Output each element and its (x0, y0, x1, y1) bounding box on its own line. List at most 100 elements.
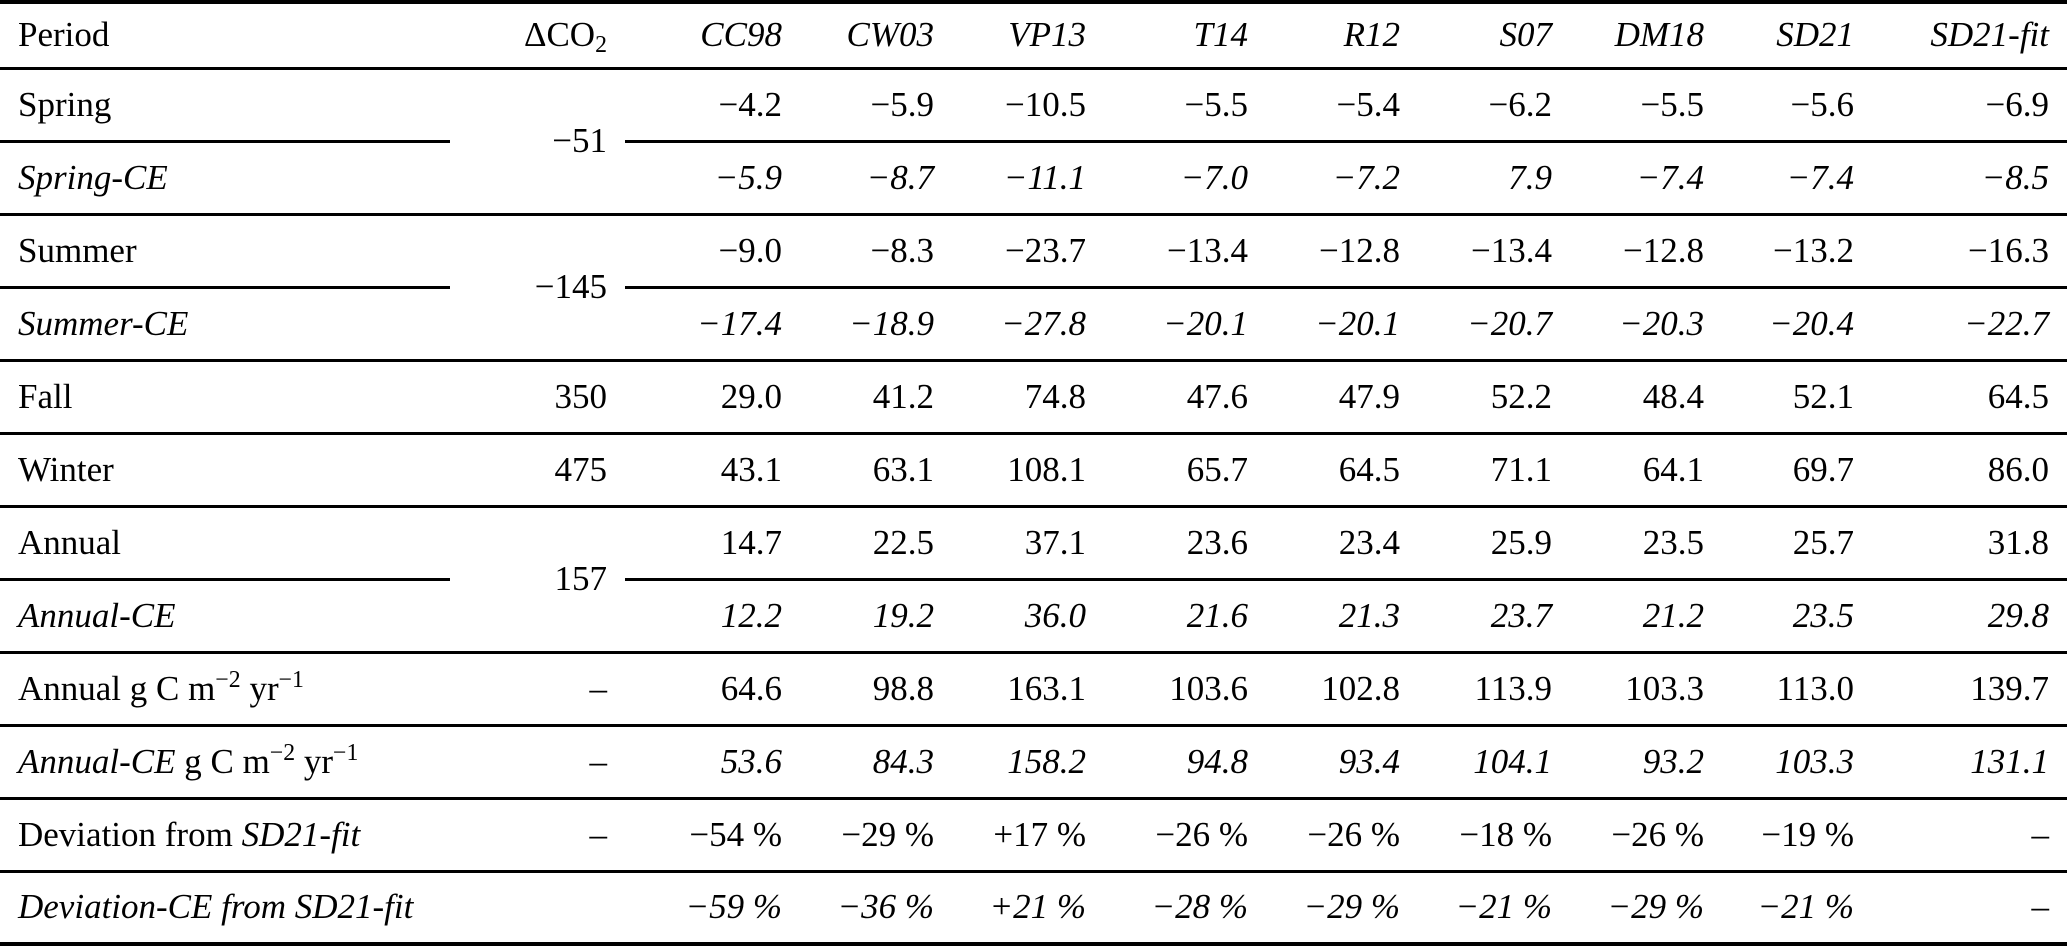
table-cell-dco2: – (450, 798, 625, 873)
table-row-spring: Spring −51 −4.2 −5.9 −10.5 −5.5 −5.4 −6.… (0, 68, 2067, 216)
unit-text: yr (240, 668, 279, 708)
table-cell: 23.4 (1266, 506, 1418, 581)
table-cell: 21.2 (1570, 579, 1722, 654)
table-cell: 84.3 (800, 725, 952, 800)
table-cell: −36 % (837, 887, 934, 927)
table-cell: −28 % (1151, 887, 1248, 927)
table-cell: 63.1 (800, 433, 952, 508)
table-cell: 139.7 (1872, 652, 2067, 727)
column-header-sd21-fit: SD21-fit (1872, 2, 2067, 70)
table-cell: −23.7 (952, 214, 1104, 289)
table-cell: 86.0 (1872, 433, 2067, 508)
row-label: Deviation from SD21-fit (0, 798, 450, 873)
unit-superscript: −2 (269, 739, 296, 766)
table-cell: 64.5 (1872, 360, 2067, 435)
table-cell: −10.5 (952, 68, 1104, 143)
table-cell: 41.2 (800, 360, 952, 435)
table-cell: −19 % (1722, 798, 1872, 873)
row-label-text: Annual-CE (18, 741, 176, 781)
table-cell: −17.4 (625, 287, 800, 362)
table-cell: 47.6 (1104, 360, 1266, 435)
table-row-fall: Fall 350 29.0 41.2 74.8 47.6 47.9 52.2 4… (0, 360, 2067, 435)
table-cell: −7.2 (1266, 141, 1418, 216)
table-cell: 103.3 (1722, 725, 1872, 800)
table-cell: −29 % (1303, 887, 1400, 927)
row-label: Annual-CE g C m−2 yr−1 (0, 725, 450, 800)
table-cell: −6.2 (1418, 68, 1570, 143)
row-label-text: Deviation from (18, 814, 242, 854)
row-label: Winter (0, 433, 450, 508)
table-cell: −20.1 (1104, 287, 1266, 362)
column-header-sd21: SD21 (1722, 2, 1872, 70)
table-cell: 23.7 (1418, 579, 1570, 654)
table-cell: −26 % (1104, 798, 1266, 873)
table-cell: −7.4 (1722, 141, 1872, 216)
table-cell-dco2: – (450, 725, 625, 800)
column-header-dm18: DM18 (1570, 2, 1722, 70)
table-cell: −9.0 (625, 214, 800, 289)
row-label: Spring-CE (0, 141, 450, 216)
table-cell: −29 % (800, 798, 952, 873)
table-row-annual-flux: Annual g C m−2 yr−1 – 64.6 98.8 163.1 10… (0, 652, 2067, 727)
table-header-row: Period ΔCO2 CC98 CW03 VP13 T14 R12 S07 D… (0, 2, 2067, 70)
table-cell: 74.8 (952, 360, 1104, 435)
row-label: Annual (0, 506, 450, 581)
table-cell: 31.8 (1872, 506, 2067, 581)
table-row-winter: Winter 475 43.1 63.1 108.1 65.7 64.5 71.… (0, 433, 2067, 508)
unit-superscript: −2 (215, 666, 241, 693)
table-cell: −8.5 (1872, 141, 2067, 216)
table-cell-dco2: −51 (450, 68, 625, 216)
table-cell: −7.4 (1570, 141, 1722, 216)
table-cell: −12.8 (1570, 214, 1722, 289)
table-cell: 53.6 (625, 725, 800, 800)
row-label: Annual-CE (0, 579, 450, 654)
column-header-delta-co2: ΔCO2 (450, 2, 625, 70)
table-cell: −5.4 (1266, 68, 1418, 143)
table-row-annual-ce-flux: Annual-CE g C m−2 yr−1 – 53.6 84.3 158.2… (0, 725, 2067, 800)
table-cell: −22.7 (1872, 287, 2067, 362)
table-cell: 47.9 (1266, 360, 1418, 435)
table-cell: −5.5 (1104, 68, 1266, 143)
table-cell: +17 % (952, 798, 1104, 873)
table-cell: −13.4 (1418, 214, 1570, 289)
table-cell: −20.3 (1570, 287, 1722, 362)
table-cell: −12.8 (1266, 214, 1418, 289)
column-header-cw03: CW03 (800, 2, 952, 70)
unit-superscript: −1 (278, 666, 304, 693)
table-cell: – (1872, 798, 2067, 873)
table-cell: 52.1 (1722, 360, 1872, 435)
table-cell: 158.2 (952, 725, 1104, 800)
table-cell: 64.5 (1266, 433, 1418, 508)
table-row-deviation-ce: Deviation-CE from SD21-fit −59 % −36 % +… (0, 871, 2067, 944)
table-row-summer-ce: Summer-CE −17.4 −18.9 −27.8 −20.1 −20.1 … (0, 287, 2067, 362)
column-header-cc98: CC98 (625, 2, 800, 70)
table-cell: 23.5 (1570, 506, 1722, 581)
table-cell: 29.8 (1872, 579, 2067, 654)
table-cell: 98.8 (800, 652, 952, 727)
table-cell: 131.1 (1872, 725, 2067, 800)
table-cell: −20.7 (1418, 287, 1570, 362)
row-label: Fall (0, 360, 450, 435)
column-header-s07: S07 (1418, 2, 1570, 70)
table-cell: 71.1 (1418, 433, 1570, 508)
table-cell: 65.7 (1104, 433, 1266, 508)
table-cell: −20.1 (1266, 287, 1418, 362)
table-row-deviation: Deviation from SD21-fit – −54 % −29 % +1… (0, 798, 2067, 873)
table-cell: −4.2 (625, 68, 800, 143)
table-cell: 29.0 (625, 360, 800, 435)
table-cell: −18 % (1418, 798, 1570, 873)
table-cell-dco2: 475 (450, 433, 625, 508)
table-cell: 19.2 (800, 579, 952, 654)
table-cell-dco2: – (450, 652, 625, 727)
table-cell: −21 % (1757, 887, 1854, 927)
table-cell: −26 % (1570, 798, 1722, 873)
table-cell: −20.4 (1722, 287, 1872, 362)
table-row-annual-ce: Annual-CE 12.2 19.2 36.0 21.6 21.3 23.7 … (0, 579, 2067, 654)
table-row-summer: Summer −145 −9.0 −8.3 −23.7 −13.4 −12.8 … (0, 214, 2067, 362)
table-cell: 23.6 (1104, 506, 1266, 581)
table-cell: 93.4 (1266, 725, 1418, 800)
table-cell: 102.8 (1266, 652, 1418, 727)
table-cell: 103.3 (1570, 652, 1722, 727)
table-cell: −26 % (1266, 798, 1418, 873)
table-cell-dco2 (450, 871, 625, 944)
